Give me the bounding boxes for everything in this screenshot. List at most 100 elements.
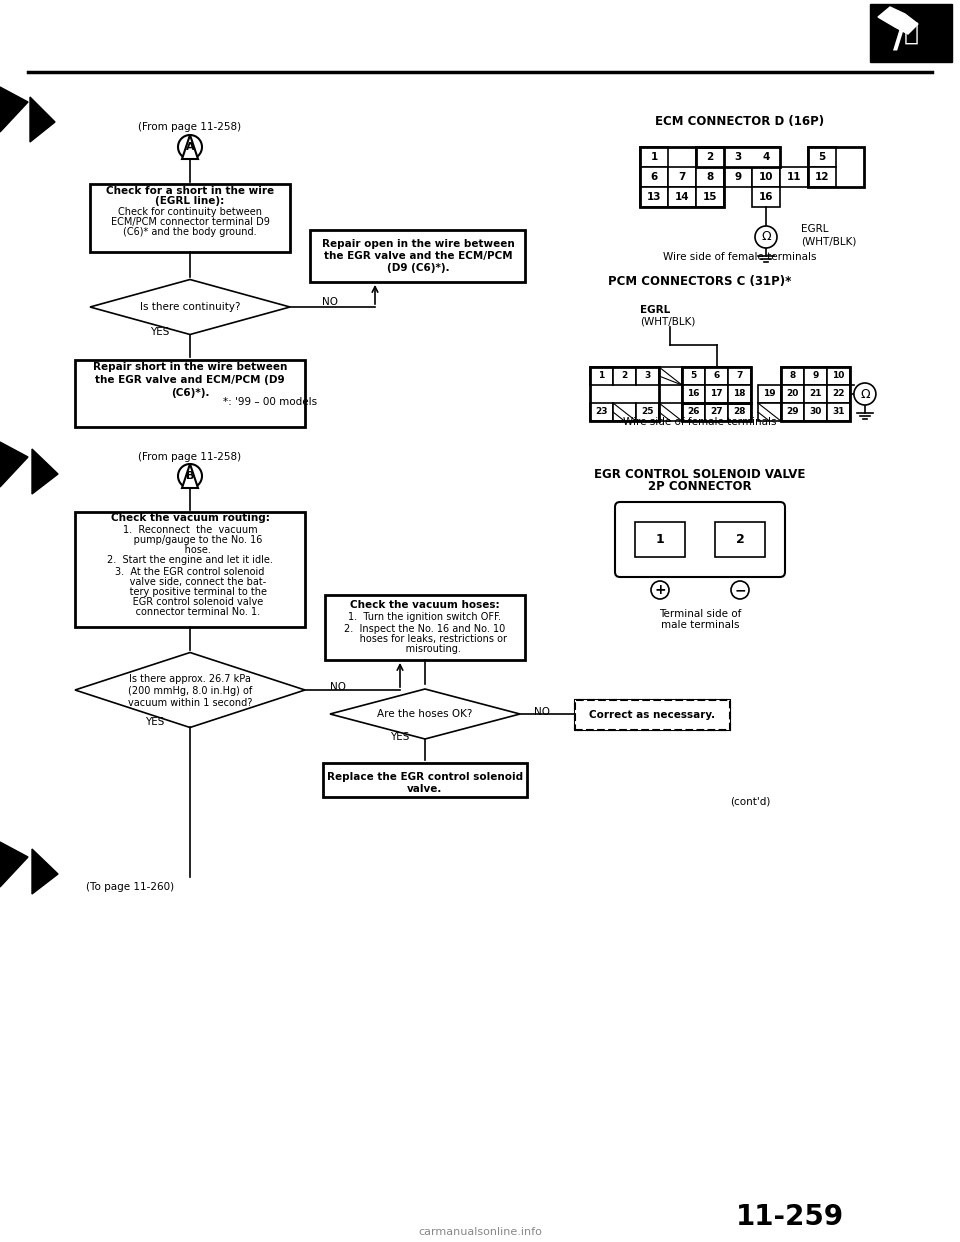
FancyBboxPatch shape xyxy=(780,366,804,385)
Text: hoses for leaks, restrictions or: hoses for leaks, restrictions or xyxy=(344,633,507,645)
Text: 11-259: 11-259 xyxy=(736,1203,844,1231)
Text: 25: 25 xyxy=(641,407,654,416)
Text: (D9 (C6)*).: (D9 (C6)*). xyxy=(387,263,449,273)
Text: 9: 9 xyxy=(812,371,819,380)
Text: 🔧: 🔧 xyxy=(903,21,919,45)
Text: vacuum within 1 second?: vacuum within 1 second? xyxy=(128,698,252,708)
Text: 17: 17 xyxy=(710,390,723,399)
Text: 1: 1 xyxy=(598,371,605,380)
Text: carmanualsonline.info: carmanualsonline.info xyxy=(418,1227,542,1237)
Text: 19: 19 xyxy=(763,390,776,399)
FancyBboxPatch shape xyxy=(590,402,613,421)
Text: the EGR valve and the ECM/PCM: the EGR valve and the ECM/PCM xyxy=(324,251,513,261)
Text: 2: 2 xyxy=(707,152,713,161)
FancyBboxPatch shape xyxy=(325,595,525,660)
Circle shape xyxy=(853,383,876,405)
Text: Check the vacuum hoses:: Check the vacuum hoses: xyxy=(350,600,500,610)
Text: 21: 21 xyxy=(809,390,822,399)
Polygon shape xyxy=(0,87,28,132)
FancyBboxPatch shape xyxy=(613,402,636,421)
Text: 27: 27 xyxy=(710,407,723,416)
Text: (To page 11-260): (To page 11-260) xyxy=(86,882,174,892)
Polygon shape xyxy=(182,135,198,159)
Text: 22: 22 xyxy=(832,390,845,399)
FancyBboxPatch shape xyxy=(804,402,827,421)
Text: ECM/PCM connector terminal D9: ECM/PCM connector terminal D9 xyxy=(110,217,270,227)
Text: 8: 8 xyxy=(789,371,796,380)
Text: 8: 8 xyxy=(707,171,713,183)
Text: EGR CONTROL SOLENOID VALVE: EGR CONTROL SOLENOID VALVE xyxy=(594,467,805,481)
FancyBboxPatch shape xyxy=(728,366,751,385)
Text: 16: 16 xyxy=(687,390,700,399)
Text: 28: 28 xyxy=(733,407,746,416)
FancyBboxPatch shape xyxy=(827,402,850,421)
Text: 30: 30 xyxy=(809,407,822,416)
Text: (200 mmHg, 8.0 in.Hg) of: (200 mmHg, 8.0 in.Hg) of xyxy=(128,686,252,696)
Text: tery positive terminal to the: tery positive terminal to the xyxy=(113,587,267,597)
Text: *: '99 – 00 models: *: '99 – 00 models xyxy=(223,397,317,407)
Text: 12: 12 xyxy=(815,171,829,183)
Text: 3.  At the EGR control solenoid: 3. At the EGR control solenoid xyxy=(115,568,265,578)
Text: the EGR valve and ECM/PCM (D9: the EGR valve and ECM/PCM (D9 xyxy=(95,375,285,385)
Text: 23: 23 xyxy=(595,407,608,416)
FancyBboxPatch shape xyxy=(613,366,636,385)
FancyBboxPatch shape xyxy=(757,402,780,421)
Text: (WHT/BLK): (WHT/BLK) xyxy=(801,236,856,246)
FancyBboxPatch shape xyxy=(636,366,659,385)
Text: valve side, connect the bat-: valve side, connect the bat- xyxy=(114,578,266,587)
Polygon shape xyxy=(330,689,520,739)
FancyBboxPatch shape xyxy=(90,184,290,252)
FancyBboxPatch shape xyxy=(682,385,705,402)
FancyBboxPatch shape xyxy=(752,188,780,207)
Text: 14: 14 xyxy=(675,193,689,202)
Text: YES: YES xyxy=(151,327,170,337)
Text: NO: NO xyxy=(330,682,346,692)
FancyBboxPatch shape xyxy=(635,522,685,556)
Text: Repair open in the wire between: Repair open in the wire between xyxy=(322,238,515,248)
Circle shape xyxy=(755,226,777,248)
FancyBboxPatch shape xyxy=(668,188,696,207)
Circle shape xyxy=(651,581,669,599)
Text: NO: NO xyxy=(534,707,550,717)
FancyBboxPatch shape xyxy=(682,366,705,385)
Polygon shape xyxy=(32,450,58,494)
FancyBboxPatch shape xyxy=(696,147,724,166)
FancyBboxPatch shape xyxy=(808,166,836,188)
Text: A: A xyxy=(185,142,194,152)
Text: 7: 7 xyxy=(679,171,685,183)
FancyBboxPatch shape xyxy=(757,385,780,402)
Text: Repair short in the wire between: Repair short in the wire between xyxy=(93,361,287,373)
FancyBboxPatch shape xyxy=(705,385,728,402)
Text: 26: 26 xyxy=(687,407,700,416)
Text: Wire side of female terminals: Wire side of female terminals xyxy=(623,417,777,427)
Text: Wire side of female terminals: Wire side of female terminals xyxy=(663,252,817,262)
Text: 1: 1 xyxy=(650,152,658,161)
Text: (From page 11-258): (From page 11-258) xyxy=(138,122,242,132)
FancyBboxPatch shape xyxy=(724,147,752,166)
Text: YES: YES xyxy=(145,717,165,727)
Text: 15: 15 xyxy=(703,193,717,202)
Circle shape xyxy=(178,135,202,159)
FancyBboxPatch shape xyxy=(615,502,785,578)
Text: 6: 6 xyxy=(713,371,720,380)
FancyBboxPatch shape xyxy=(804,366,827,385)
FancyBboxPatch shape xyxy=(804,385,827,402)
Text: 16: 16 xyxy=(758,193,773,202)
Polygon shape xyxy=(75,652,305,728)
FancyBboxPatch shape xyxy=(575,700,730,730)
Text: −: − xyxy=(734,582,746,597)
Text: 5: 5 xyxy=(690,371,697,380)
Text: Ω: Ω xyxy=(860,388,870,400)
Text: Correct as necessary.: Correct as necessary. xyxy=(588,710,715,720)
Text: 3: 3 xyxy=(734,152,742,161)
Text: valve.: valve. xyxy=(407,784,443,794)
Text: (cont'd): (cont'd) xyxy=(730,797,770,807)
Text: hose.: hose. xyxy=(169,545,211,555)
Text: 2: 2 xyxy=(735,533,744,546)
Text: NO: NO xyxy=(322,297,338,307)
Text: Replace the EGR control solenoid: Replace the EGR control solenoid xyxy=(327,773,523,782)
FancyBboxPatch shape xyxy=(640,166,668,188)
Text: EGR control solenoid valve: EGR control solenoid valve xyxy=(117,597,263,607)
Text: /: / xyxy=(893,16,907,53)
FancyBboxPatch shape xyxy=(696,188,724,207)
